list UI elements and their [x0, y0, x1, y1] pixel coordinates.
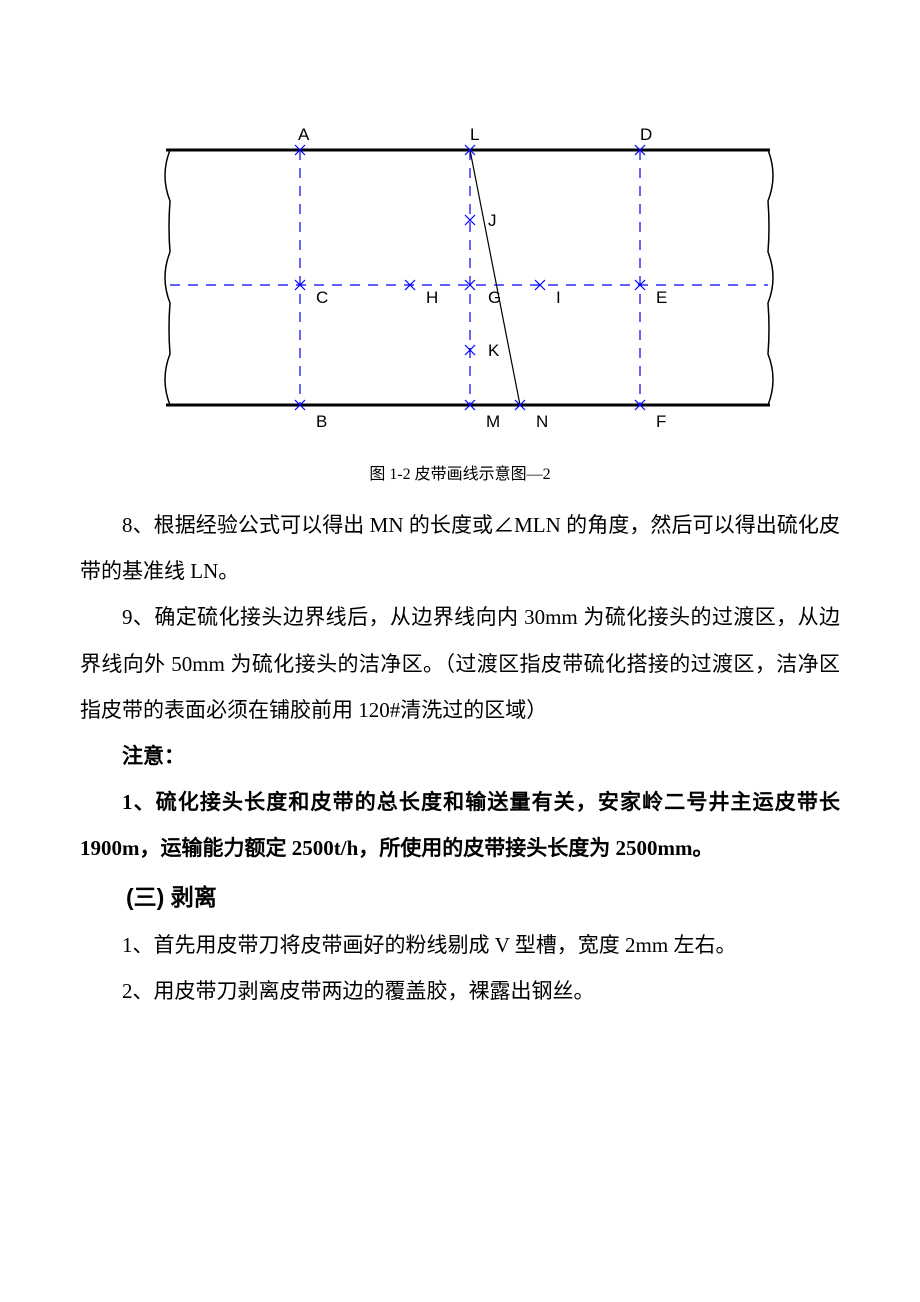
svg-text:D: D [640, 125, 652, 144]
svg-text:B: B [316, 412, 327, 431]
belt-diagram-svg: A L D C H G I E J K B M N F [140, 110, 780, 450]
svg-text:M: M [486, 412, 500, 431]
paragraph-9: 9、确定硫化接头边界线后，从边界线向内 30mm 为硫化接头的过渡区，从边界线向… [80, 594, 840, 733]
svg-text:C: C [316, 288, 328, 307]
svg-text:F: F [656, 412, 666, 431]
svg-text:N: N [536, 412, 548, 431]
attention-label: 注意： [80, 733, 840, 779]
svg-text:G: G [488, 288, 501, 307]
svg-text:I: I [556, 288, 561, 307]
paragraph-8: 8、根据经验公式可以得出 MN 的长度或∠MLN 的角度，然后可以得出硫化皮带的… [80, 502, 840, 594]
belt-diagram-wrap: A L D C H G I E J K B M N F [80, 110, 840, 450]
diagram-caption: 图 1-2 皮带画线示意图—2 [80, 460, 840, 484]
attention-1: 1、硫化接头长度和皮带的总长度和输送量有关，安家岭二号井主运皮带长 1900m，… [80, 779, 840, 871]
section-3-p1: 1、首先用皮带刀将皮带画好的粉线剔成 V 型槽，宽度 2mm 左右。 [80, 922, 840, 968]
section-3-heading: (三) 剥离 [80, 872, 840, 923]
svg-text:L: L [470, 125, 479, 144]
svg-text:K: K [488, 341, 500, 360]
svg-text:H: H [426, 288, 438, 307]
svg-text:A: A [298, 125, 310, 144]
svg-text:E: E [656, 288, 667, 307]
section-3-p2: 2、用皮带刀剥离皮带两边的覆盖胶，裸露出钢丝。 [80, 968, 840, 1014]
svg-text:J: J [488, 211, 497, 230]
body-text: 8、根据经验公式可以得出 MN 的长度或∠MLN 的角度，然后可以得出硫化皮带的… [80, 502, 840, 1014]
